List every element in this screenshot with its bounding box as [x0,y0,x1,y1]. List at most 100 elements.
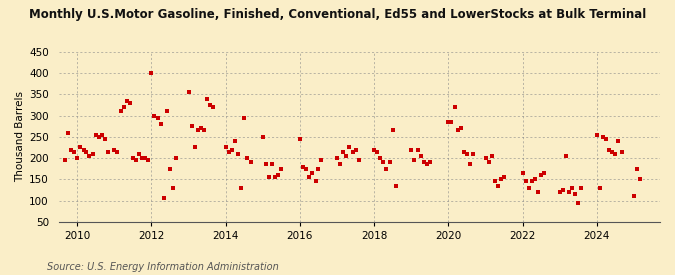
Point [462,152,472,156]
Point [167,186,178,190]
Point [81,150,92,154]
Point [313,166,324,171]
Point [412,147,423,152]
Point [387,128,398,133]
Point [112,150,123,154]
Point [239,116,250,120]
Point [607,150,618,154]
Point [198,128,209,133]
Point [443,120,454,124]
Point [202,97,213,101]
Point [558,188,568,192]
Point [261,162,271,167]
Point [75,145,86,150]
Point [489,179,500,184]
Point [616,150,627,154]
Point [344,145,354,150]
Point [415,154,426,158]
Point [306,171,317,175]
Point [591,133,602,137]
Point [603,147,614,152]
Point [384,160,395,164]
Point [72,156,82,160]
Point [458,150,469,154]
Point [115,109,126,114]
Point [316,158,327,163]
Point [84,154,95,158]
Point [335,162,346,167]
Point [576,186,587,190]
Point [143,158,154,163]
Point [267,162,277,167]
Point [257,135,268,139]
Point [554,190,565,194]
Point [369,147,379,152]
Point [601,137,612,141]
Point [264,175,275,179]
Point [245,160,256,164]
Point [97,133,107,137]
Point [192,128,203,133]
Point [155,122,166,126]
Point [409,158,420,163]
Point [171,156,182,160]
Point [59,158,70,163]
Point [310,179,321,184]
Point [109,147,119,152]
Point [495,177,506,182]
Point [452,128,463,133]
Point [137,156,148,160]
Point [566,186,577,190]
Point [492,183,503,188]
Point [230,139,240,143]
Point [220,145,231,150]
Point [529,177,540,182]
Point [87,152,98,156]
Point [487,154,497,158]
Point [304,175,315,179]
Text: Source: U.S. Energy Information Administration: Source: U.S. Energy Information Administ… [47,262,279,272]
Point [103,150,113,154]
Point [353,158,364,163]
Point [124,101,135,105]
Point [63,130,74,135]
Point [294,137,305,141]
Point [524,186,535,190]
Point [499,175,510,179]
Point [539,171,549,175]
Point [331,156,342,160]
Point [146,71,157,75]
Point [347,150,358,154]
Point [128,156,138,160]
Point [406,147,416,152]
Point [378,160,389,164]
Point [223,150,234,154]
Point [533,190,543,194]
Point [183,90,194,95]
Point [276,166,287,171]
Point [122,99,132,103]
Point [381,166,392,171]
Point [564,190,574,194]
Point [153,116,163,120]
Point [134,152,144,156]
Point [517,171,528,175]
Point [418,160,429,164]
Point [610,152,621,156]
Point [341,154,352,158]
Point [65,147,76,152]
Point [190,145,200,150]
Point [196,126,207,131]
Point [480,156,491,160]
Point [93,135,104,139]
Point [372,150,383,154]
Point [425,160,435,164]
Point [446,120,457,124]
Point [573,200,584,205]
Point [232,152,243,156]
Point [561,154,572,158]
Point [628,194,639,199]
Point [632,166,643,171]
Point [635,177,646,182]
Point [520,179,531,184]
